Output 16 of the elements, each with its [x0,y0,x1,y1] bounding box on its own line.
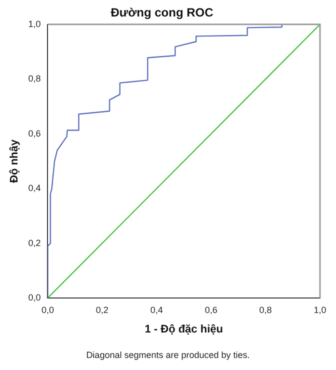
y-tick-label: 0,8 [28,74,41,84]
y-tick-label: 0,4 [28,183,41,194]
x-axis-title: 1 - Độ đặc hiệu [144,323,223,336]
chart-title: Đường cong ROC [110,6,214,20]
y-tick-label: 0,6 [28,128,41,138]
y-axis-title: Độ nhậy [8,138,21,183]
x-tick-label: 0,8 [259,304,272,315]
x-tick-label: 0,0 [41,304,54,315]
x-tick-label: 0,2 [96,304,108,315]
y-tick-label: 1,0 [28,18,41,29]
y-tick-label: 0,0 [28,292,41,302]
y-tick-label: 0,2 [28,238,41,248]
x-tick-label: 1,0 [314,304,326,315]
text: Diagonal segments are produced by ties. [85,350,251,360]
x-tick-label: 0,6 [204,304,218,315]
x-tick-label: 0,4 [150,304,163,315]
